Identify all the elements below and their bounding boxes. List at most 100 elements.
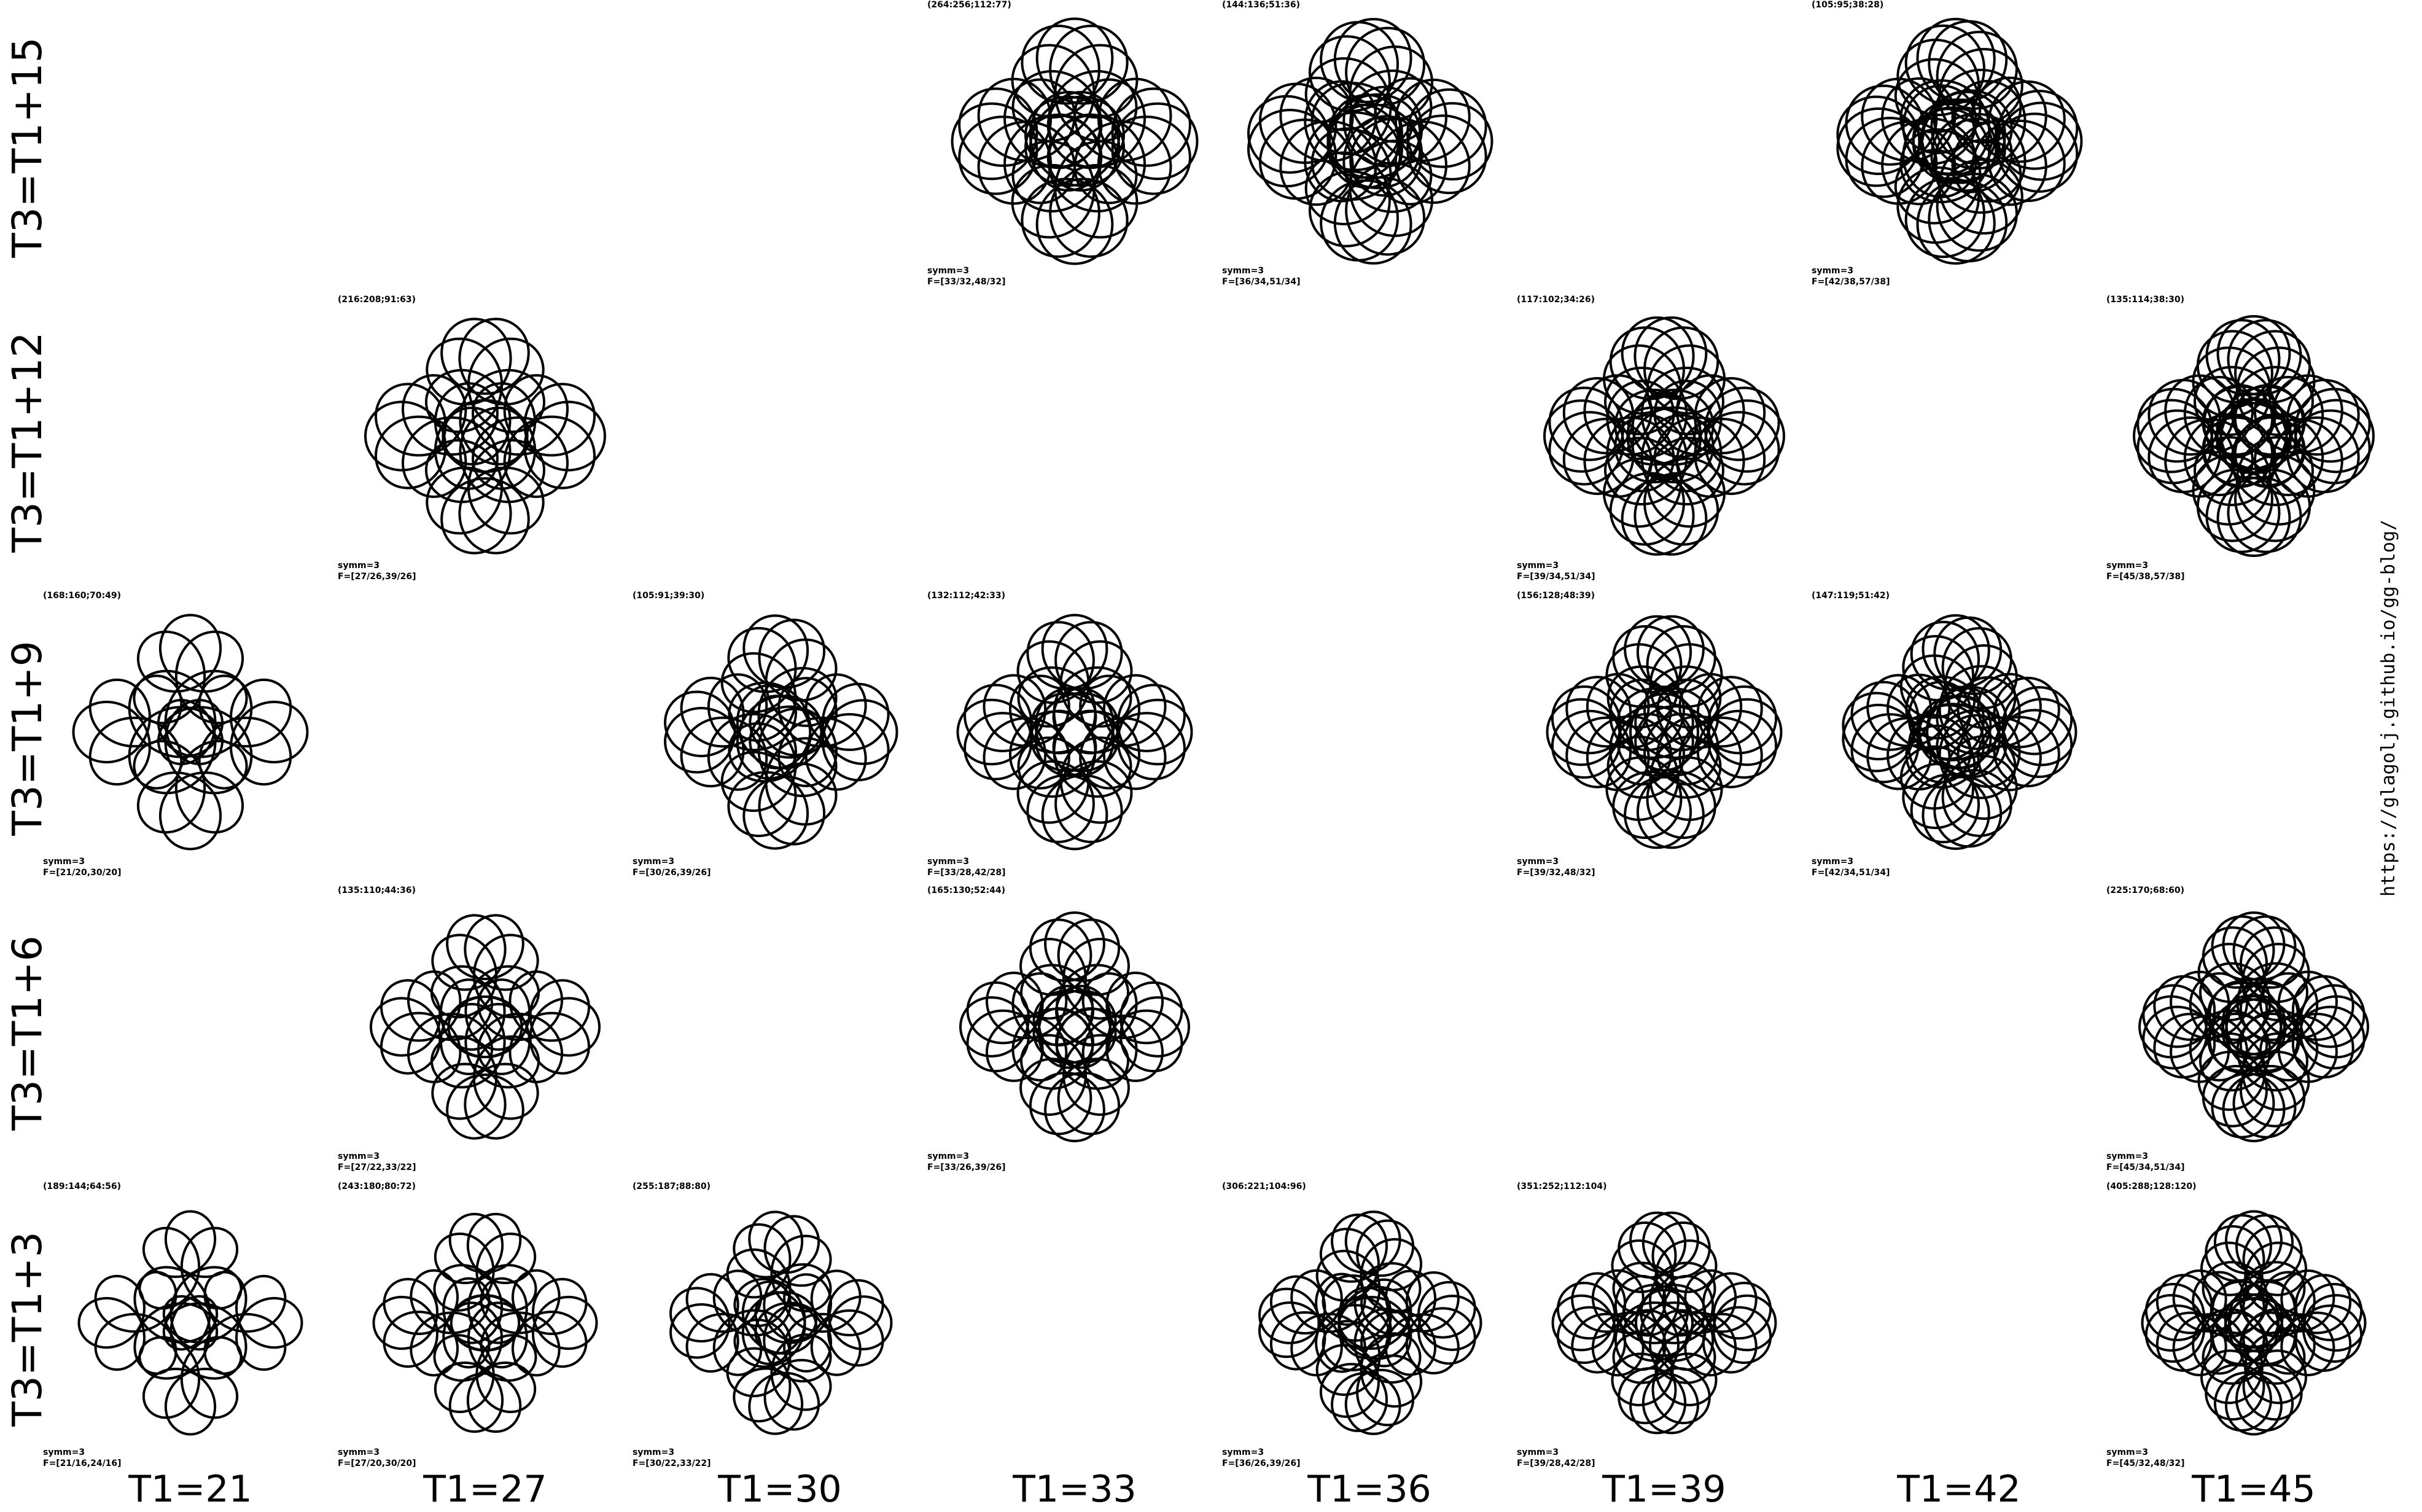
symmetry-label: symm=3 xyxy=(2106,1152,2149,1161)
curve-path xyxy=(72,614,309,851)
curve-plot xyxy=(664,614,898,850)
cell-parameters: (168:160;70:49) xyxy=(43,591,122,601)
cell-parameters: (405:288;128:120) xyxy=(2106,1182,2197,1191)
frequency-label: F=[27/20,30/20] xyxy=(338,1459,416,1468)
frequency-label: F=[21/16,24/16] xyxy=(43,1459,122,1468)
curve-path xyxy=(1543,316,1785,556)
frequency-label: F=[33/28,42/28] xyxy=(927,868,1006,878)
curve-cell: (135:110;44:36) symm=3 F=[27/22,33/22] xyxy=(338,886,633,1180)
curve-plot xyxy=(2141,1210,2367,1436)
cell-parameters: (156:128;48:39) xyxy=(1517,591,1595,601)
symmetry-label: symm=3 xyxy=(338,1152,380,1161)
cell-parameters: (225:170;68:60) xyxy=(2106,886,2185,895)
frequency-label: F=[39/34,51/34] xyxy=(1517,572,1595,582)
cell-parameters: (306:221;104:96) xyxy=(1222,1182,1306,1191)
cell-parameters: (117:102;34:26) xyxy=(1517,295,1595,305)
curve-plot xyxy=(1258,1210,1482,1435)
cell-footer: symm=3 F=[27/22,33/22] xyxy=(338,1151,416,1173)
cell-parameters: (135:114;38:30) xyxy=(2106,295,2185,305)
cell-parameters: (243:180;80:72) xyxy=(338,1182,416,1191)
curve-cell: (132:112;42:33) symm=3 F=[33/28,42/28] xyxy=(927,591,1222,886)
cell-footer: symm=3 F=[42/34,51/34] xyxy=(1812,856,1890,878)
cell-footer: symm=3 F=[33/26,39/26] xyxy=(927,1151,1006,1173)
symmetry-label: symm=3 xyxy=(927,266,970,276)
cell-footer: symm=3 F=[36/26,39/26] xyxy=(1222,1447,1301,1469)
symmetry-label: symm=3 xyxy=(1517,857,1559,867)
curve-cell: (243:180;80:72) symm=3 F=[27/20,30/20] xyxy=(338,1182,633,1476)
symmetry-label: symm=3 xyxy=(927,857,970,867)
symmetry-label: symm=3 xyxy=(43,857,85,867)
curve-cell: (405:288;128:120) symm=3 F=[45/32,48/32] xyxy=(2106,1182,2401,1476)
symmetry-label: symm=3 xyxy=(1517,1448,1559,1457)
frequency-label: F=[42/34,51/34] xyxy=(1812,868,1890,878)
curve-cell: (351:252;112:104) symm=3 F=[39/28,42/28] xyxy=(1517,1182,1812,1476)
row-label-1: T3=T1+15 xyxy=(4,37,51,258)
symmetry-label: symm=3 xyxy=(633,1448,675,1457)
curve-plot xyxy=(1247,18,1493,265)
curve-path xyxy=(1551,1211,1777,1435)
cell-parameters: (135:110;44:36) xyxy=(338,886,416,895)
cell-parameters: (351:252;112:104) xyxy=(1517,1182,1607,1191)
curve-plot xyxy=(1543,316,1785,556)
curve-plot xyxy=(370,914,601,1140)
curve-cell: (225:170;68:60) symm=3 F=[45/34,51/34] xyxy=(2106,886,2401,1180)
curve-plot xyxy=(2138,911,2369,1142)
col-label-7: T1=42 xyxy=(1897,1468,2021,1511)
curve-cell: (135:114;38:30) symm=3 F=[45/38,57/38] xyxy=(2106,295,2401,590)
cell-footer: symm=3 F=[42/38,57/38] xyxy=(1812,265,1890,287)
curve-path xyxy=(959,911,1190,1142)
cell-footer: symm=3 F=[27/20,30/20] xyxy=(338,1447,416,1469)
frequency-label: F=[27/26,39/26] xyxy=(338,572,416,582)
curve-path xyxy=(1258,1210,1482,1435)
cell-parameters: (105:91;39:30) xyxy=(633,591,705,601)
curve-path xyxy=(1247,18,1493,265)
frequency-label: F=[39/32,48/32] xyxy=(1517,868,1595,878)
row-label-2: T3=T1+12 xyxy=(4,332,51,553)
curve-cell: (105:95;38:28) symm=3 F=[42/38,57/38] xyxy=(1812,0,2106,295)
curve-cell: (105:91;39:30) symm=3 F=[30/26,39/26] xyxy=(633,591,927,886)
cell-footer: symm=3 F=[27/26,39/26] xyxy=(338,560,416,582)
symmetry-label: symm=3 xyxy=(1812,266,1854,276)
curve-cell: (255:187;88:80) symm=3 F=[30/22,33/22] xyxy=(633,1182,927,1476)
curve-plot xyxy=(1546,615,1783,849)
curve-path xyxy=(1836,18,2083,265)
curve-plot xyxy=(669,1210,893,1435)
symmetry-label: symm=3 xyxy=(633,857,675,867)
curve-plot xyxy=(72,614,309,851)
curve-path xyxy=(956,614,1193,851)
curve-path xyxy=(664,614,898,850)
curve-cell: (168:160;70:49) symm=3 F=[21/20,30/20] xyxy=(43,591,338,886)
frequency-label: F=[36/34,51/34] xyxy=(1222,277,1301,287)
cell-footer: symm=3 F=[33/32,48/32] xyxy=(927,265,1006,287)
frequency-label: F=[45/34,51/34] xyxy=(2106,1163,2185,1172)
symmetry-label: symm=3 xyxy=(1222,1448,1264,1457)
curve-plot xyxy=(1836,18,2083,265)
curve-path xyxy=(1546,615,1783,849)
curve-cell: (306:221;104:96) symm=3 F=[36/26,39/26] xyxy=(1222,1182,1517,1476)
symmetry-label: symm=3 xyxy=(1812,857,1854,867)
cell-footer: symm=3 F=[30/26,39/26] xyxy=(633,856,711,878)
col-label-4: T1=33 xyxy=(1013,1468,1137,1511)
symmetry-label: symm=3 xyxy=(2106,1448,2149,1457)
curve-path xyxy=(2133,315,2375,557)
symmetry-label: symm=3 xyxy=(338,561,380,571)
col-label-5: T1=36 xyxy=(1307,1468,1431,1511)
row-label-4: T3=T1+6 xyxy=(4,935,51,1131)
frequency-label: F=[33/26,39/26] xyxy=(927,1163,1006,1172)
cell-parameters: (165:130;52:44) xyxy=(927,886,1006,895)
col-label-3: T1=30 xyxy=(718,1468,842,1511)
symmetry-label: symm=3 xyxy=(927,1152,970,1161)
cell-parameters: (216:208;91:63) xyxy=(338,295,416,305)
cell-footer: symm=3 F=[21/20,30/20] xyxy=(43,856,122,878)
frequency-label: F=[30/26,39/26] xyxy=(633,868,711,878)
curve-cell: (117:102;34:26) symm=3 F=[39/34,51/34] xyxy=(1517,295,1812,590)
curve-cell: (264:256;112:77) symm=3 F=[33/32,48/32] xyxy=(927,0,1222,295)
cell-footer: symm=3 F=[39/32,48/32] xyxy=(1517,856,1595,878)
curve-plot xyxy=(77,1210,303,1436)
cell-footer: symm=3 F=[33/28,42/28] xyxy=(927,856,1006,878)
curve-cell: (216:208;91:63) symm=3 F=[27/26,39/26] xyxy=(338,295,633,590)
cell-parameters: (105:95;38:28) xyxy=(1812,0,1884,10)
symmetry-label: symm=3 xyxy=(1222,266,1264,276)
frequency-label: F=[36/26,39/26] xyxy=(1222,1459,1301,1468)
